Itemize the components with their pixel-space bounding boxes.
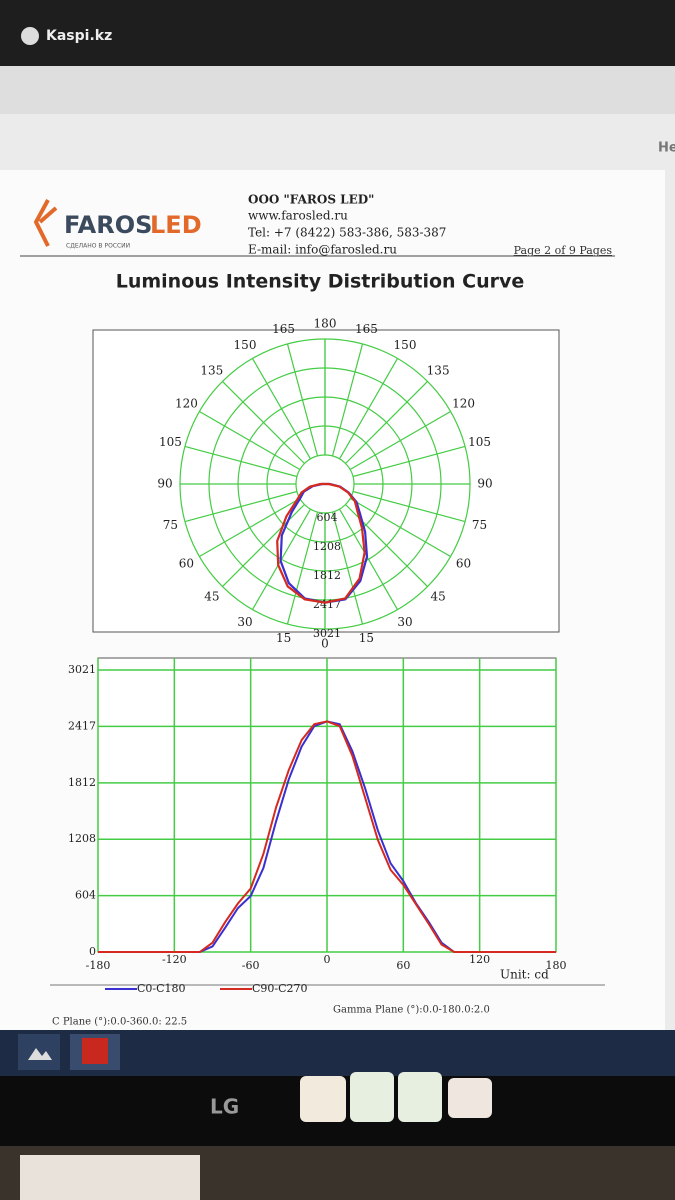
angle-label: 105 <box>468 435 491 449</box>
top-bezel <box>0 0 675 66</box>
angle-label: 165 <box>272 322 295 336</box>
radial-label: 3021 <box>313 627 341 640</box>
legend-entry: C0-C180 <box>137 982 186 995</box>
angle-label: 60 <box>456 557 471 571</box>
company: OOO "FAROS LED" <box>248 193 374 207</box>
grid-spoke <box>338 358 399 460</box>
grid-spoke <box>345 381 428 464</box>
email: E-mail: info@farosled.ru <box>248 243 397 257</box>
taskbar-icon <box>82 1038 108 1064</box>
grid-spoke <box>286 511 319 625</box>
sticker <box>350 1072 394 1122</box>
x-tick-label: 0 <box>324 953 331 966</box>
grid-spoke <box>286 343 319 457</box>
unit-label: Unit: cd <box>500 968 549 982</box>
x-tick-label: 180 <box>546 959 567 972</box>
angle-label: 135 <box>427 363 450 377</box>
sticker <box>398 1072 442 1122</box>
angle-label: 15 <box>359 631 374 645</box>
angle-label: 45 <box>204 590 219 604</box>
angle-label: 60 <box>179 557 194 571</box>
grid-spoke <box>352 490 466 523</box>
angle-label: 30 <box>397 615 412 629</box>
y-tick-label: 0 <box>89 945 96 958</box>
y-tick-label: 604 <box>75 889 96 902</box>
grid-spoke <box>199 410 301 471</box>
page-number: Page 2 of 9 Pages <box>514 244 613 257</box>
grid-spoke <box>251 358 312 460</box>
side-text: He <box>658 141 675 156</box>
y-tick-label: 1208 <box>68 832 96 845</box>
grid-spoke <box>352 445 466 478</box>
sticker <box>448 1078 492 1118</box>
web: www.farosled.ru <box>248 209 348 223</box>
radial-label: 1812 <box>313 569 341 582</box>
grid-spoke <box>331 511 364 625</box>
x-tick-label: -60 <box>242 959 260 972</box>
x-tick-label: 120 <box>469 953 490 966</box>
polar-curve <box>276 482 366 604</box>
angle-label: 120 <box>452 397 475 411</box>
x-tick-label: -180 <box>86 959 111 972</box>
angle-label: 105 <box>159 435 182 449</box>
grid-spoke <box>199 497 301 558</box>
charts: 0 15 15 30 30 45 45 60 60 75 75 90 90 105 105 120 120 135… <box>68 317 567 996</box>
watermark: Kaspi.kz <box>46 28 112 44</box>
angle-label: 90 <box>157 477 172 491</box>
angle-label: 0 <box>321 637 329 651</box>
grid-spoke <box>349 497 451 558</box>
taskbar-icon <box>28 1048 52 1060</box>
grid-spoke <box>222 381 305 464</box>
angle-label: 150 <box>234 338 257 352</box>
angle-label: 45 <box>430 590 445 604</box>
toolbar <box>0 66 675 114</box>
page-title: Luminous Intensity Distribution Curve <box>116 271 525 293</box>
x-tick-label: -120 <box>162 953 187 966</box>
gamma-plane: Gamma Plane (°):0.0-180.0:2.0 <box>333 1005 490 1016</box>
grid-spoke <box>338 508 399 610</box>
y-tick-label: 2417 <box>68 719 96 732</box>
angle-label: 15 <box>276 631 291 645</box>
angle-label: 30 <box>237 615 252 629</box>
angle-label: 165 <box>355 322 378 336</box>
angle-label: 135 <box>200 363 223 377</box>
watermark-icon <box>21 27 39 45</box>
line-series <box>98 720 556 953</box>
y-tick-label: 3021 <box>68 663 96 676</box>
logo-mark <box>33 199 58 247</box>
angle-label: 90 <box>477 477 492 491</box>
angle-label: 150 <box>394 338 417 352</box>
grid-spoke <box>349 410 451 471</box>
x-tick-label: 60 <box>396 959 410 972</box>
logo-accent: LED <box>150 211 202 239</box>
angle-label: 75 <box>163 518 178 532</box>
angle-label: 120 <box>175 397 198 411</box>
radial-label: 604 <box>317 511 338 524</box>
tel: Tel: +7 (8422) 583-386, 583-387 <box>248 226 446 240</box>
grid-spoke <box>222 504 305 587</box>
monitor-brand: LG <box>210 1095 239 1119</box>
made-in: СДЕЛАНО В РОССИИ <box>66 243 130 250</box>
legend-entry: C90-C270 <box>252 982 308 995</box>
desk-paper <box>20 1155 200 1200</box>
sticker <box>300 1076 346 1122</box>
grid-spoke <box>331 343 364 457</box>
logo-main: FAROS <box>64 211 152 239</box>
angle-label: 180 <box>314 317 337 331</box>
grid-spoke <box>184 445 298 478</box>
grid-spoke <box>184 490 298 523</box>
c-plane: C Plane (°):0.0-360.0: 22.5 <box>52 1017 187 1028</box>
polar-frame <box>92 329 560 633</box>
radial-label: 1208 <box>313 540 341 553</box>
angle-label: 75 <box>472 518 487 532</box>
y-tick-label: 1812 <box>68 776 96 789</box>
